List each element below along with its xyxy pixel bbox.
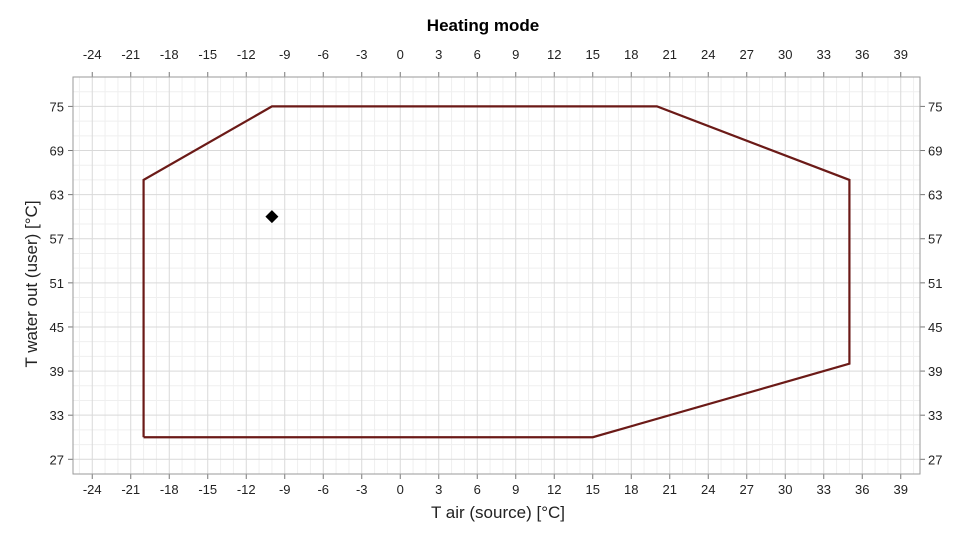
x-tick-label-top: 27 [740, 47, 754, 62]
y-tick-label-left: 69 [50, 144, 64, 159]
x-tick-label-top: -9 [279, 47, 291, 62]
y-tick-label-right: 63 [928, 188, 942, 203]
x-tick-label-top: 30 [778, 47, 792, 62]
x-tick-label-bottom: 0 [397, 482, 404, 497]
y-tick-label-left: 51 [50, 276, 64, 291]
x-axis-label: T air (source) [°C] [431, 503, 565, 522]
y-tick-label-left: 33 [50, 408, 64, 423]
y-tick-label-right: 57 [928, 232, 942, 247]
x-tick-label-bottom: -21 [121, 482, 140, 497]
x-tick-label-top: -21 [121, 47, 140, 62]
x-tick-label-top: 21 [663, 47, 677, 62]
y-tick-label-right: 75 [928, 99, 942, 114]
x-tick-label-bottom: 15 [586, 482, 600, 497]
y-tick-label-right: 51 [928, 276, 942, 291]
x-tick-label-bottom: -18 [160, 482, 179, 497]
y-tick-label-right: 69 [928, 144, 942, 159]
y-axis-label: T water out (user) [°C] [22, 200, 41, 367]
x-tick-label-bottom: 9 [512, 482, 519, 497]
operating-envelope-line [142, 105, 851, 439]
x-tick-label-bottom: 3 [435, 482, 442, 497]
x-tick-label-top: 0 [397, 47, 404, 62]
x-tick-label-bottom: 36 [855, 482, 869, 497]
x-tick-label-top: 33 [817, 47, 831, 62]
y-tick-label-right: 45 [928, 320, 942, 335]
chart-title: Heating mode [427, 16, 539, 35]
y-tick-label-left: 45 [50, 320, 64, 335]
y-tick-label-right: 39 [928, 364, 942, 379]
x-tick-label-top: -12 [237, 47, 256, 62]
x-tick-label-top: -15 [198, 47, 217, 62]
x-tick-label-bottom: 12 [547, 482, 561, 497]
x-tick-label-top: -6 [317, 47, 329, 62]
series [142, 105, 851, 439]
y-tick-label-left: 27 [50, 452, 64, 467]
x-tick-label-bottom: 39 [894, 482, 908, 497]
x-tick-label-top: -3 [356, 47, 368, 62]
x-tick-label-top: 39 [894, 47, 908, 62]
x-tick-label-top: 12 [547, 47, 561, 62]
x-tick-label-bottom: 6 [474, 482, 481, 497]
x-tick-label-top: -24 [83, 47, 102, 62]
grid [73, 76, 920, 475]
plot-frame [72, 76, 921, 475]
x-tick-label-top: 15 [586, 47, 600, 62]
x-tick-label-top: 3 [435, 47, 442, 62]
y-tick-label-left: 39 [50, 364, 64, 379]
x-tick-label-bottom: -24 [83, 482, 102, 497]
x-tick-label-top: -18 [160, 47, 179, 62]
x-tick-label-bottom: 21 [663, 482, 677, 497]
ticks: -24 -24 -21 -21 -18 -18 -15 -15 -12 -12 -9 -9 -6 -6 -3… [50, 47, 943, 497]
y-tick-label-left: 57 [50, 232, 64, 247]
x-tick-label-top: 9 [512, 47, 519, 62]
x-tick-label-bottom: 30 [778, 482, 792, 497]
x-tick-label-top: 36 [855, 47, 869, 62]
x-tick-label-top: 6 [474, 47, 481, 62]
operating-point-marker [265, 210, 279, 224]
y-tick-label-right: 33 [928, 408, 942, 423]
y-tick-label-left: 75 [50, 99, 64, 114]
x-tick-label-bottom: -15 [198, 482, 217, 497]
x-tick-label-bottom: -6 [317, 482, 329, 497]
x-tick-label-bottom: -12 [237, 482, 256, 497]
x-tick-label-top: 18 [624, 47, 638, 62]
x-tick-label-bottom: 27 [740, 482, 754, 497]
y-tick-label-right: 27 [928, 452, 942, 467]
x-tick-label-bottom: 24 [701, 482, 715, 497]
y-tick-label-left: 63 [50, 188, 64, 203]
x-tick-label-bottom: -9 [279, 482, 291, 497]
x-tick-label-bottom: -3 [356, 482, 368, 497]
x-tick-label-bottom: 33 [817, 482, 831, 497]
x-tick-label-bottom: 18 [624, 482, 638, 497]
x-tick-label-top: 24 [701, 47, 715, 62]
